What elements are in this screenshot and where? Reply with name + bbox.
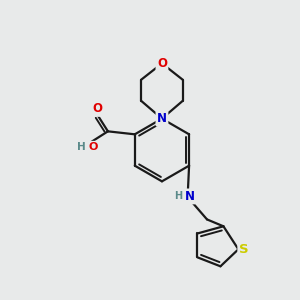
Text: O: O	[88, 142, 98, 152]
Text: O: O	[92, 102, 103, 116]
Text: H: H	[77, 142, 85, 152]
Text: N: N	[185, 190, 195, 203]
Text: H: H	[174, 190, 182, 200]
Text: N: N	[157, 112, 167, 125]
Text: S: S	[239, 243, 249, 256]
Text: O: O	[157, 57, 167, 70]
